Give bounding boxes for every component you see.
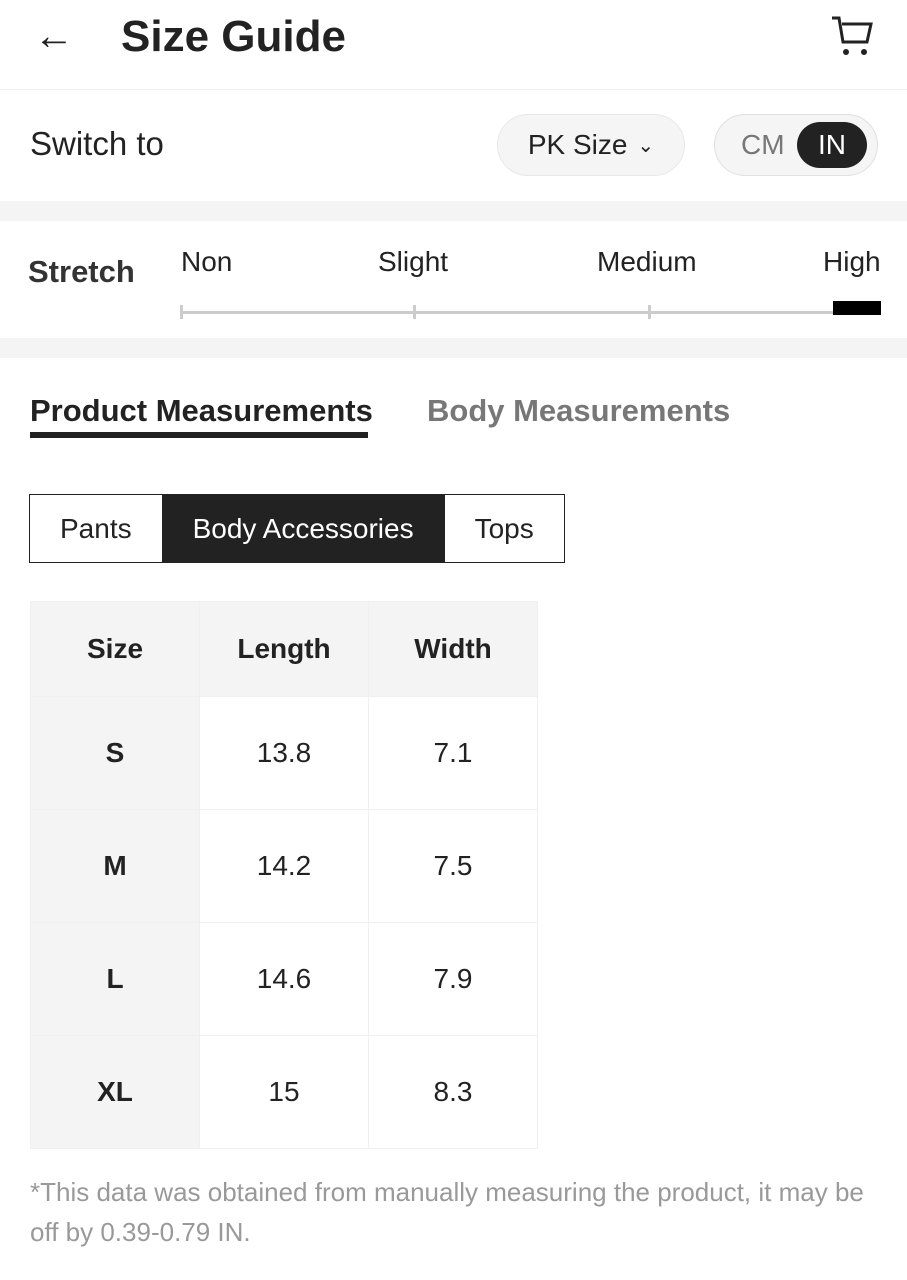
stretch-tick bbox=[180, 305, 183, 319]
tab-body-measurements[interactable]: Body Measurements bbox=[427, 393, 731, 428]
cell: 7.9 bbox=[368, 922, 538, 1036]
unit-in[interactable]: IN bbox=[797, 122, 867, 168]
category-body-accessories[interactable]: Body Accessories bbox=[162, 495, 445, 562]
table-header: Size Length Width bbox=[30, 601, 538, 697]
page-title: Size Guide bbox=[121, 12, 346, 61]
size-cell: XL bbox=[30, 1035, 200, 1149]
active-tab-underline bbox=[30, 432, 368, 438]
category-pants[interactable]: Pants bbox=[30, 495, 163, 562]
measurement-note: *This data was obtained from manually me… bbox=[30, 1177, 864, 1247]
header bbox=[0, 0, 907, 90]
stretch-track bbox=[181, 311, 881, 314]
stretch-level: Medium bbox=[597, 246, 697, 277]
switch-label: Switch to bbox=[30, 125, 164, 162]
divider bbox=[0, 201, 907, 221]
table-row: M 14.2 7.5 bbox=[30, 809, 538, 923]
arrow-left-icon[interactable]: ← bbox=[34, 14, 74, 58]
header-cell: Length bbox=[199, 601, 369, 697]
table-row: S 13.8 7.1 bbox=[30, 696, 538, 810]
tab-product-measurements[interactable]: Product Measurements bbox=[30, 393, 373, 428]
stretch-label: Stretch bbox=[28, 254, 135, 289]
size-table: Size Length Width S 13.8 7.1 M 14.2 7.5 L 14.6 7… bbox=[30, 601, 538, 1149]
stretch-level: Slight bbox=[378, 246, 449, 277]
stretch-level: Non bbox=[181, 246, 233, 277]
cell: 13.8 bbox=[199, 696, 369, 810]
stretch-level: High bbox=[823, 246, 881, 277]
size-system-value: PK Size bbox=[527, 129, 628, 160]
cart-icon[interactable] bbox=[830, 14, 874, 58]
cell: 7.1 bbox=[368, 696, 538, 810]
unit-toggle[interactable]: CM IN bbox=[714, 114, 878, 176]
chevron-down-icon: ⌄ bbox=[637, 134, 655, 157]
divider bbox=[0, 338, 907, 358]
size-system-dropdown[interactable]: PK Size ⌄ bbox=[497, 114, 685, 176]
stretch-indicator bbox=[833, 301, 881, 315]
cell: 15 bbox=[199, 1035, 369, 1149]
stretch-tick bbox=[648, 305, 651, 319]
unit-cm[interactable]: CM bbox=[741, 129, 785, 160]
category-tabs: Pants Body Accessories Tops bbox=[29, 494, 565, 563]
cell: 7.5 bbox=[368, 809, 538, 923]
table-row: XL 15 8.3 bbox=[30, 1035, 538, 1149]
cell: 14.2 bbox=[199, 809, 369, 923]
size-cell: L bbox=[30, 922, 200, 1036]
header-cell: Size bbox=[30, 601, 200, 697]
stretch-tick bbox=[413, 305, 416, 319]
size-cell: M bbox=[30, 809, 200, 923]
table-row: L 14.6 7.9 bbox=[30, 922, 538, 1036]
cell: 14.6 bbox=[199, 922, 369, 1036]
category-tops[interactable]: Tops bbox=[474, 513, 534, 544]
size-cell: S bbox=[30, 696, 200, 810]
cell: 8.3 bbox=[368, 1035, 538, 1149]
header-cell: Width bbox=[368, 601, 538, 697]
